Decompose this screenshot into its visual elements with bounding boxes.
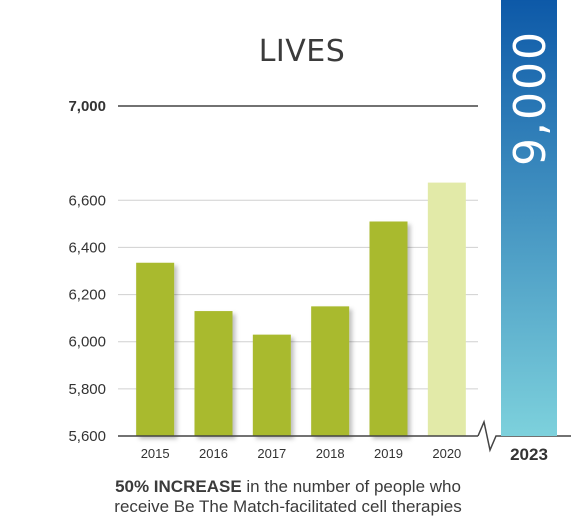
y-tick-label: 6,200 <box>68 287 106 304</box>
caption-line2: receive Be The Match-facilitated cell th… <box>114 497 462 516</box>
bar-2016 <box>194 311 233 436</box>
x-tick-label: 2020 <box>432 446 461 461</box>
y-tick-label: 5,800 <box>68 381 106 398</box>
x-tick-label: 2017 <box>257 446 286 461</box>
bar-2018 <box>311 306 350 436</box>
bar-2015 <box>136 262 175 436</box>
chart-title: LIVES <box>259 34 346 69</box>
x-tick-label: 2016 <box>199 446 228 461</box>
projection-value-label: 9,000 <box>505 30 556 166</box>
bar-2020 <box>427 182 466 436</box>
y-tick-label: 6,600 <box>68 192 106 209</box>
gridlines <box>118 105 478 390</box>
caption-highlight: 50% INCREASE <box>115 477 242 496</box>
chart-caption: 50% INCREASE in the number of people who… <box>18 477 558 517</box>
bar-2017 <box>252 334 291 436</box>
x-tick-label: 2019 <box>374 446 403 461</box>
y-tick-label: 7,000 <box>68 98 106 115</box>
y-axis-ticks: 5,600 5,800 6,000 6,200 6,400 6,600 7,000 <box>68 98 106 445</box>
projection-year-label: 2023 <box>510 445 548 464</box>
bar-2019 <box>369 221 408 436</box>
y-tick-label: 6,000 <box>68 334 106 351</box>
projection-bar-2023 <box>501 0 557 436</box>
y-tick-label: 5,600 <box>68 428 106 445</box>
x-tick-label: 2018 <box>316 446 345 461</box>
x-axis-ticks: 2015 2016 2017 2018 2019 2020 <box>141 446 462 461</box>
caption-line1: in the number of people who <box>241 477 461 496</box>
x-tick-label: 2015 <box>141 446 170 461</box>
bars <box>136 182 466 436</box>
y-tick-label: 6,400 <box>68 239 106 256</box>
